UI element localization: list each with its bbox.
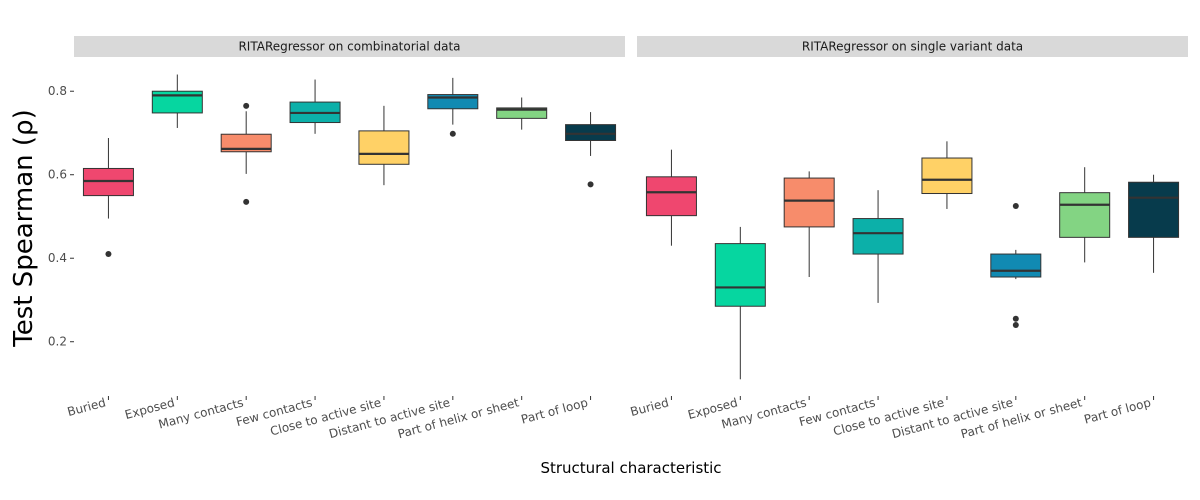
y-axis-title: Test Spearman (ρ): [9, 109, 39, 347]
box-iqr: [646, 177, 696, 216]
facet-strips: RITARegressor on combinatorial data RITA…: [74, 36, 1188, 57]
outlier-point: [1013, 322, 1019, 328]
x-tick-label: Part of loop: [1083, 395, 1153, 426]
x-tick-label: Part of loop: [520, 395, 590, 426]
box-iqr: [1060, 193, 1110, 238]
box-part-of-loop: [1129, 175, 1179, 273]
outlier-point: [243, 103, 249, 109]
box-iqr: [991, 254, 1041, 277]
outlier-point: [450, 131, 456, 137]
box-close-to-active-site: [922, 141, 972, 209]
outlier-point: [1013, 203, 1019, 209]
y-tick-label: 0.4: [48, 251, 67, 265]
box-buried: [646, 150, 696, 246]
outlier-point: [105, 251, 111, 257]
panel-single-variant: [646, 141, 1178, 379]
box-part-of-loop: [566, 112, 616, 187]
box-close-to-active-site: [359, 106, 409, 185]
y-tick-label: 0.2: [48, 335, 67, 349]
box-few-contacts: [853, 190, 903, 303]
box-part-of-helix-or-sheet: [497, 97, 547, 129]
box-iqr: [715, 244, 765, 307]
box-iqr: [784, 178, 834, 227]
outlier-point: [1013, 316, 1019, 322]
box-many-contacts: [221, 103, 271, 205]
box-iqr: [1129, 182, 1179, 237]
outlier-point: [243, 199, 249, 205]
panel-combinatorial: [83, 75, 615, 258]
box-distant-to-active-site: [428, 78, 478, 137]
facet-title-right: RITARegressor on single variant data: [802, 40, 1023, 54]
box-iqr: [853, 219, 903, 254]
x-tick-label: Buried: [629, 395, 670, 419]
box-part-of-helix-or-sheet: [1060, 167, 1110, 262]
outlier-point: [588, 181, 594, 187]
y-tick-label: 0.6: [48, 168, 67, 182]
box-exposed: [715, 227, 765, 379]
y-axis: 0.2 0.4 0.6 0.8: [48, 84, 74, 349]
box-iqr: [566, 125, 616, 141]
x-axis-title: Structural characteristic: [540, 459, 721, 477]
box-distant-to-active-site: [991, 203, 1041, 328]
box-iqr: [922, 158, 972, 193]
box-buried: [83, 138, 133, 257]
facet-title-left: RITARegressor on combinatorial data: [238, 40, 460, 54]
x-tick-label: Buried: [66, 395, 107, 419]
y-tick-label: 0.8: [48, 84, 67, 98]
box-iqr: [359, 131, 409, 164]
box-exposed: [152, 75, 202, 128]
box-few-contacts: [290, 80, 340, 134]
box-many-contacts: [784, 171, 834, 277]
